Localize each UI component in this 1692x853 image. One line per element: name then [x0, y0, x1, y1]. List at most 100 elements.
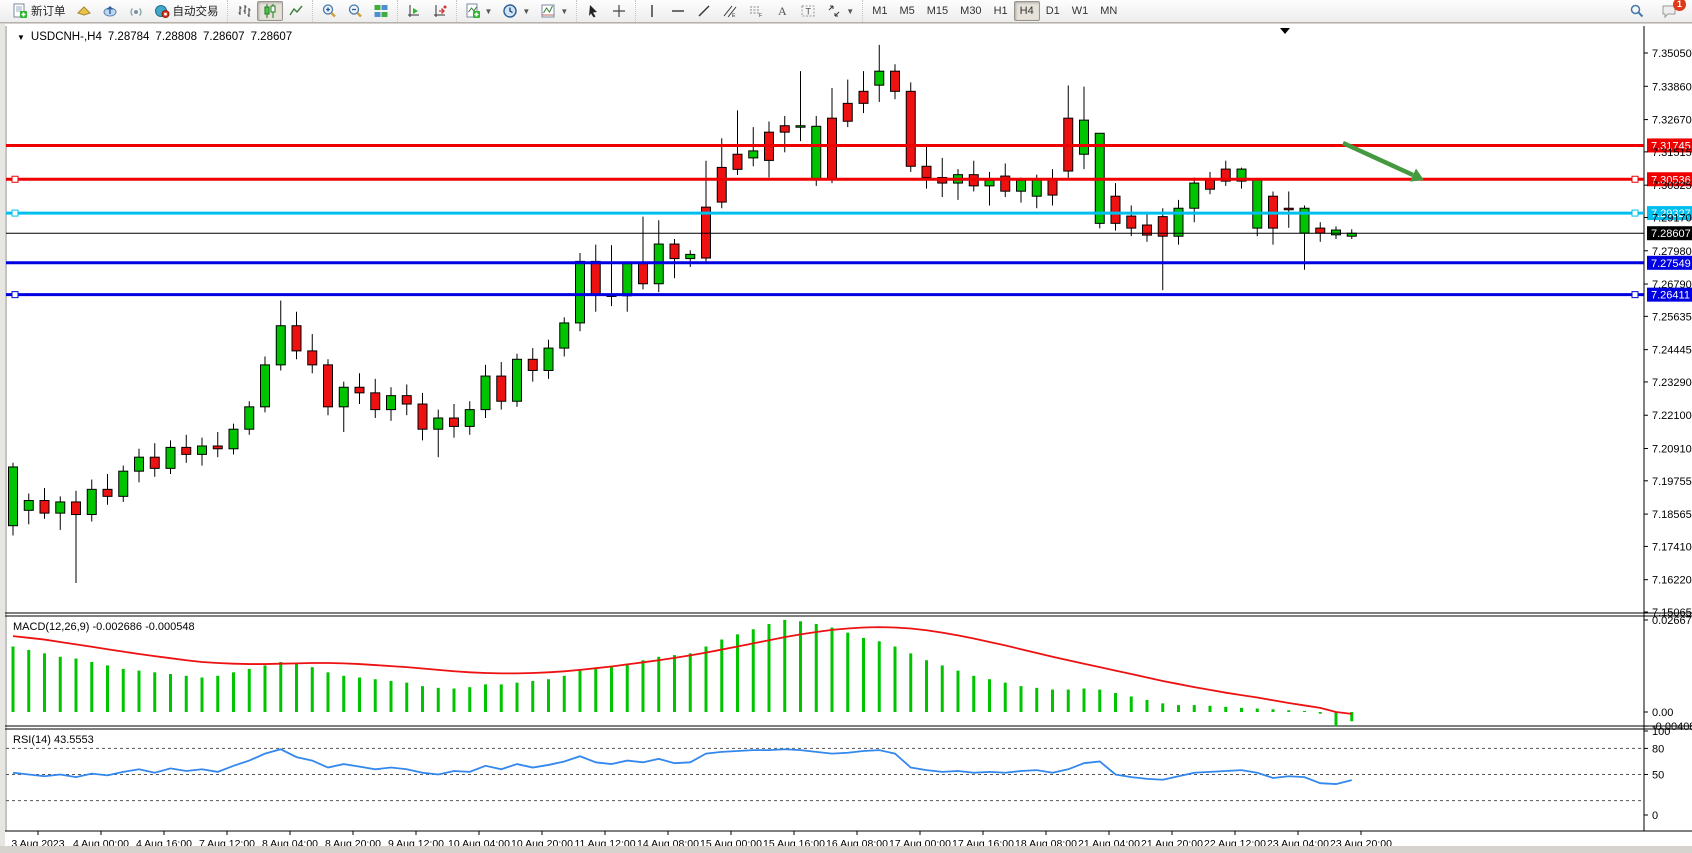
zoom-out-button[interactable] [342, 1, 368, 21]
bear-candle [716, 166, 727, 203]
search-icon [1630, 4, 1644, 18]
rsi-title: RSI(14) 43.5553 [13, 734, 94, 746]
macd-tick-label: 0.026679 [1652, 615, 1692, 627]
trendline-button[interactable] [691, 1, 717, 21]
price-tag-label: 7.29327 [1651, 208, 1691, 220]
time-tick-label: 7 Aug 12:00 [199, 838, 255, 846]
toolbar: 新订单 自动交易 [0, 0, 1692, 23]
tf-h1-button[interactable]: H1 [993, 5, 1008, 17]
macd-tick-label: -0.004084 [1652, 721, 1692, 733]
market-watch-button[interactable] [71, 1, 97, 21]
bull-candle [338, 386, 349, 408]
price-tag [1647, 287, 1692, 302]
tile-windows-button[interactable] [368, 1, 394, 21]
bear-candle [291, 325, 302, 352]
crosshair-button[interactable] [606, 1, 632, 21]
signal-icon [129, 8, 142, 16]
templates-button[interactable]: ▼ [535, 1, 573, 21]
publish-button[interactable] [97, 1, 123, 21]
vertical-line-button[interactable] [639, 1, 665, 21]
bear-candle [590, 260, 601, 296]
bull-candle [685, 253, 696, 260]
tf-w1-button[interactable]: W1 [1071, 5, 1089, 17]
bull-candle [260, 364, 270, 408]
equidistant-channel-button[interactable]: E [717, 1, 743, 21]
chart-shift-button[interactable] [427, 1, 453, 21]
time-tick-label: 9 Aug 12:00 [388, 838, 444, 846]
symbol-ohlc-line: ▼ USDCNH-,H4 7.28784 7.28808 7.28607 7.2… [17, 31, 292, 43]
zoom-in-button[interactable] [316, 1, 342, 21]
hline-handle[interactable] [11, 291, 19, 299]
periods-button[interactable]: ▼ [497, 1, 535, 21]
tf-m15-button[interactable]: M15 [926, 5, 949, 17]
tf-d1-button[interactable]: D1 [1045, 5, 1060, 17]
bear-candle [149, 456, 160, 469]
bear-candle [638, 263, 648, 285]
bull-candle [559, 322, 570, 349]
price-tick-label: 7.15065 [1652, 607, 1692, 619]
bear-candle [1000, 175, 1011, 192]
bull-candle [275, 325, 286, 366]
time-tick-label: 16 Aug 08:00 [826, 838, 888, 846]
hline-handle[interactable] [1631, 291, 1639, 299]
auto-trading-button[interactable]: 自动交易 [149, 1, 224, 21]
fibonacci-button[interactable]: F [743, 1, 769, 21]
price-tick-label: 7.24445 [1652, 345, 1692, 357]
timeframe-group: M1 M5 M15 M30 H1 H4 D1 W1 MN [862, 0, 1126, 22]
auto-trading-icon [154, 5, 169, 18]
cursor-button[interactable] [580, 1, 606, 21]
arrow-shaft[interactable] [1342, 140, 1414, 178]
price-tick-label: 7.17410 [1652, 541, 1692, 553]
signals-button[interactable] [123, 1, 149, 21]
tf-m1-button[interactable]: M1 [872, 5, 888, 17]
time-tick-label: 8 Aug 20:00 [325, 838, 381, 846]
bull-candle [1331, 229, 1341, 236]
price-tag-label: 7.31745 [1651, 140, 1691, 152]
search-button[interactable] [1624, 1, 1650, 21]
new-order-button[interactable]: 新订单 [7, 1, 71, 21]
indicators-button[interactable]: ▼ [460, 1, 498, 21]
line-chart-button[interactable] [283, 1, 309, 21]
tf-m30-button[interactable]: M30 [960, 5, 982, 17]
text-button[interactable]: A [769, 1, 795, 21]
bull-candle [464, 409, 475, 427]
bear-candle [1220, 168, 1231, 182]
tf-h4-button[interactable]: H4 [1013, 1, 1040, 21]
auto-scroll-button[interactable] [401, 1, 427, 21]
arrows-button[interactable]: ▼ [821, 1, 859, 21]
arrow-head[interactable] [1410, 168, 1424, 182]
ohlc-close: 7.28607 [250, 31, 293, 43]
bar-chart-icon [238, 5, 250, 17]
bull-candle [795, 125, 806, 128]
symbol-collapse-arrow[interactable]: ▼ [17, 32, 25, 42]
hline-handle[interactable] [1631, 209, 1639, 217]
bar-chart-button[interactable] [231, 1, 257, 21]
chart-shift-icon [433, 5, 446, 17]
crosshair-icon [613, 5, 626, 17]
time-tick-label: 15 Aug 00:00 [700, 838, 762, 846]
hline-handle[interactable] [11, 175, 19, 183]
text-label-button[interactable]: T [795, 1, 821, 21]
time-tick-label: 10 Aug 04:00 [448, 838, 510, 846]
price-tag [1647, 138, 1692, 153]
candlestick-chart-button[interactable] [256, 1, 283, 21]
hline-handle[interactable] [11, 209, 19, 217]
bear-candle [858, 90, 869, 104]
chart-canvas[interactable]: 7.31745 7.30536 7.29327 7.28607 7.27549 7.264… [5, 24, 1692, 846]
trendline-icon [698, 5, 710, 17]
bear-candle [1283, 207, 1294, 211]
chat-button[interactable]: 1 [1656, 0, 1686, 21]
rsi-tick-label: 80 [1652, 743, 1664, 755]
fibonacci-icon: F [750, 6, 762, 19]
macd-tick-label: 0.00 [1652, 707, 1673, 719]
time-tick-label: 11 Aug 12:00 [574, 838, 635, 846]
text-icon: A [778, 4, 787, 18]
bull-candle [1189, 182, 1200, 209]
tf-m5-button[interactable]: M5 [899, 5, 915, 17]
bull-candle [543, 347, 554, 371]
bull-candle [622, 263, 633, 297]
tf-mn-button[interactable]: MN [1100, 5, 1118, 17]
trend-arrow-annotation [1342, 140, 1424, 182]
hline-handle[interactable] [1631, 175, 1639, 183]
horizontal-line-button[interactable] [665, 1, 691, 21]
